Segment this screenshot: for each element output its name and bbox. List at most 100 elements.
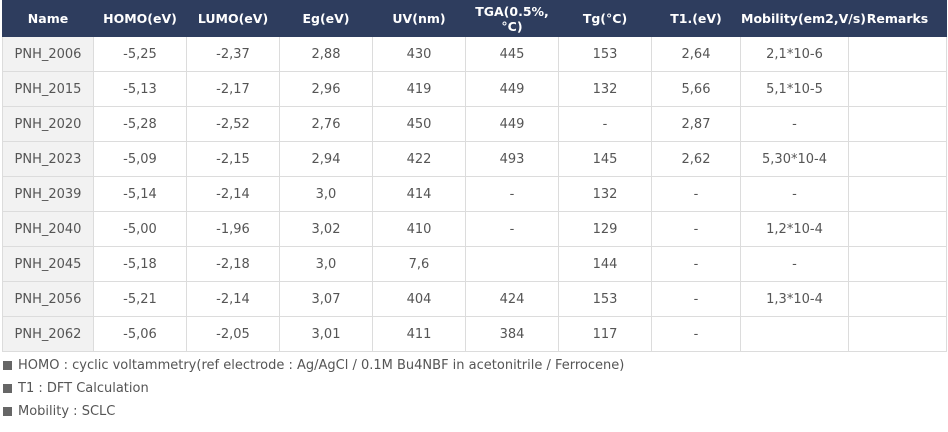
note-line: HOMO : cyclic voltammetry(ref electrode … (3, 354, 948, 377)
table-cell: -1,96 (186, 211, 280, 247)
table-cell: -5,00 (93, 211, 187, 247)
table-cell: -5,18 (93, 246, 187, 282)
table-cell: 384 (465, 316, 559, 352)
table-cell: 153 (558, 36, 652, 72)
header-cell: Tg(°C) (558, 0, 652, 37)
table-cell: 153 (558, 281, 652, 317)
table-row: PNH_2015 -5,13 -2,17 2,96 419 449 132 5,66 5,1*1… (2, 71, 947, 107)
table-cell: 7,6 (372, 246, 466, 282)
bullet (3, 384, 12, 393)
table-cell (848, 316, 947, 352)
note-text: T1 : DFT Calculation (18, 381, 149, 396)
table-cell: 430 (372, 36, 466, 72)
table-row: PNH_2006 -5,25 -2,37 2,88 430 445 153 2,64 2,1*1… (2, 36, 947, 72)
table-cell: -5,25 (93, 36, 187, 72)
table-row: PNH_2056 -5,21 -2,14 3,07 404 424 153-1,3*10-4 (2, 281, 947, 317)
table-cell: 1,2*10-4 (740, 211, 849, 247)
name-cell: PNH_2040 (2, 211, 94, 247)
table-cell: -2,05 (186, 316, 280, 352)
table-cell: 445 (465, 36, 559, 72)
table-cell: 449 (465, 71, 559, 107)
table-cell: 5,1*10-5 (740, 71, 849, 107)
table-row: PNH_2045 -5,18 -2,18 3,0 7,6 144- - (2, 246, 947, 282)
table-cell: 5,30*10-4 (740, 141, 849, 177)
name-cell: PNH_2023 (2, 141, 94, 177)
table-cell: -5,14 (93, 176, 187, 212)
table-cell: - (651, 211, 741, 247)
table-cell (848, 281, 947, 317)
bullet (3, 407, 12, 416)
table-cell: 3,01 (279, 316, 373, 352)
table-row: PNH_2062 -5,06 -2,05 3,01 411 384 117- (2, 316, 947, 352)
table-cell: -2,18 (186, 246, 280, 282)
table-cell: 410 (372, 211, 466, 247)
table-cell: 2,88 (279, 36, 373, 72)
table-cell: - (651, 246, 741, 282)
table-cell: 3,02 (279, 211, 373, 247)
name-cell: PNH_2056 (2, 281, 94, 317)
table-cell: 3,0 (279, 246, 373, 282)
table-cell: 404 (372, 281, 466, 317)
table-cell: - (558, 106, 652, 142)
table-cell (848, 141, 947, 177)
name-cell: PNH_2015 (2, 71, 94, 107)
table-cell: 129 (558, 211, 652, 247)
header-cell: UV(nm) (372, 0, 466, 37)
note-text: HOMO : cyclic voltammetry(ref electrode … (18, 358, 625, 373)
table-cell: 493 (465, 141, 559, 177)
table-cell: -2,37 (186, 36, 280, 72)
header-cell: Name (2, 0, 94, 37)
header-cell: Eg(eV) (279, 0, 373, 37)
table-cell: 2,94 (279, 141, 373, 177)
table-cell: - (740, 106, 849, 142)
table-cell: 2,64 (651, 36, 741, 72)
table-cell: - (740, 176, 849, 212)
table-cell (740, 316, 849, 352)
note-line: T1 : DFT Calculation (3, 377, 948, 400)
notes: HOMO : cyclic voltammetry(ref electrode … (3, 354, 948, 423)
table-cell: 145 (558, 141, 652, 177)
table-cell: 132 (558, 176, 652, 212)
table-cell: 450 (372, 106, 466, 142)
table-cell: - (651, 176, 741, 212)
table-cell: -5,13 (93, 71, 187, 107)
table-cell (848, 71, 947, 107)
table-cell: 422 (372, 141, 466, 177)
table-cell: 414 (372, 176, 466, 212)
table-cell: -5,06 (93, 316, 187, 352)
table-cell: 132 (558, 71, 652, 107)
table-cell: 424 (465, 281, 559, 317)
table-cell: - (465, 176, 559, 212)
table-cell: -2,17 (186, 71, 280, 107)
header-cell: TGA(0.5%,°C) (465, 0, 559, 37)
header-cell: LUMO(eV) (186, 0, 280, 37)
name-cell: PNH_2045 (2, 246, 94, 282)
header-row: Name HOMO(eV) LUMO(eV) Eg(eV) UV(nm) TGA(0.5%… (2, 0, 947, 37)
table-cell: 411 (372, 316, 466, 352)
header-cell: HOMO(eV) (93, 0, 187, 37)
bullet (3, 361, 12, 370)
table-cell (848, 211, 947, 247)
table-cell: -2,14 (186, 176, 280, 212)
data-table: Name HOMO(eV) LUMO(eV) Eg(eV) UV(nm) TGA(0.5%… (2, 0, 947, 352)
table-cell: - (651, 316, 741, 352)
table-row: PNH_2023 -5,09 -2,15 2,94 422 493 145 2,62 5,30*… (2, 141, 947, 177)
table-cell: 449 (465, 106, 559, 142)
table-cell: 5,66 (651, 71, 741, 107)
header-cell: Remarks (848, 0, 947, 37)
table-cell: -2,52 (186, 106, 280, 142)
table-row: PNH_2039 -5,14 -2,14 3,0 414-132- - (2, 176, 947, 212)
table-cell: 3,0 (279, 176, 373, 212)
table-cell: 144 (558, 246, 652, 282)
table-cell: 3,07 (279, 281, 373, 317)
table-row: PNH_2020 -5,28 -2,52 2,76 450 449-2,87- (2, 106, 947, 142)
name-cell: PNH_2062 (2, 316, 94, 352)
table-cell: -2,15 (186, 141, 280, 177)
table-body: PNH_2006 -5,25 -2,37 2,88 430 445 153 2,64 2,1*1… (2, 36, 947, 352)
name-cell: PNH_2020 (2, 106, 94, 142)
table-cell: -5,21 (93, 281, 187, 317)
table-cell: 2,87 (651, 106, 741, 142)
table-cell (848, 36, 947, 72)
table-cell: -5,09 (93, 141, 187, 177)
